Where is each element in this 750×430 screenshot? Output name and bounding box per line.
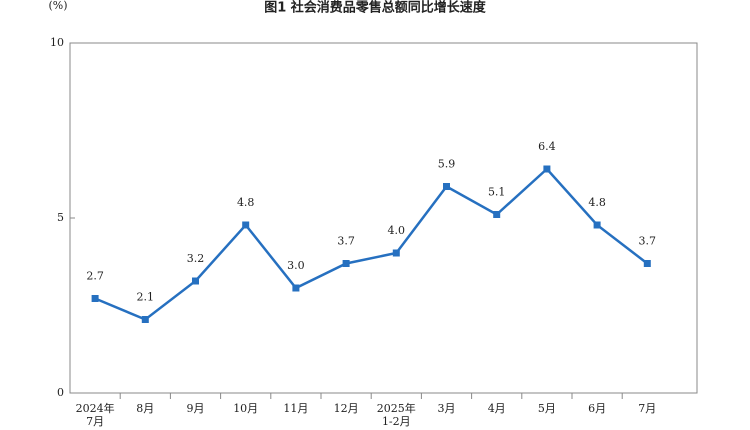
data-label: 6.4 — [538, 140, 556, 153]
data-point — [242, 221, 250, 229]
data-label: 3.0 — [287, 259, 305, 272]
data-label: 4.0 — [388, 224, 406, 237]
chart-title: 图1 社会消费品零售总额同比增长速度 — [264, 0, 487, 16]
x-tick-label: 5月 — [538, 402, 556, 415]
data-point — [392, 249, 400, 257]
y-tick-label: 5 — [57, 211, 64, 224]
data-point — [443, 183, 450, 190]
data-point — [643, 260, 651, 267]
data-point — [141, 316, 149, 323]
data-label: 2.7 — [86, 270, 104, 283]
data-point — [593, 221, 601, 229]
x-tick-label: 3月 — [438, 402, 456, 415]
x-tick-label: 6月 — [588, 402, 606, 415]
plot-frame — [69, 42, 698, 394]
x-tick-label: 10月 — [233, 402, 258, 415]
x-tick-label: 12月 — [334, 402, 359, 415]
data-point — [493, 211, 501, 218]
data-label: 2.1 — [137, 291, 155, 304]
data-label: 3.7 — [337, 235, 355, 248]
data-point — [292, 284, 300, 292]
x-tick-label: 9月 — [187, 402, 205, 415]
x-tick-label: 2025年 1-2月 — [377, 401, 416, 428]
x-tick-label: 2024年 7月 — [76, 401, 115, 428]
data-label: 5.9 — [438, 158, 456, 171]
x-tick-label: 7月 — [638, 402, 656, 415]
data-label: 5.1 — [488, 186, 506, 199]
x-tick-label: 8月 — [136, 402, 154, 415]
data-point — [91, 295, 99, 302]
y-tick-label: 10 — [50, 36, 64, 49]
data-label: 4.8 — [588, 196, 606, 209]
y-axis-label: (%) — [48, 0, 67, 12]
data-point — [192, 277, 199, 285]
data-point — [543, 165, 551, 173]
x-tick-label: 11月 — [283, 402, 308, 415]
data-label: 4.8 — [237, 196, 255, 209]
x-tick-label: 4月 — [488, 402, 506, 415]
data-label: 3.7 — [639, 235, 657, 248]
data-line — [94, 167, 649, 321]
y-tick-label: 0 — [57, 386, 64, 399]
data-point — [342, 260, 350, 267]
data-label: 3.2 — [187, 252, 205, 265]
